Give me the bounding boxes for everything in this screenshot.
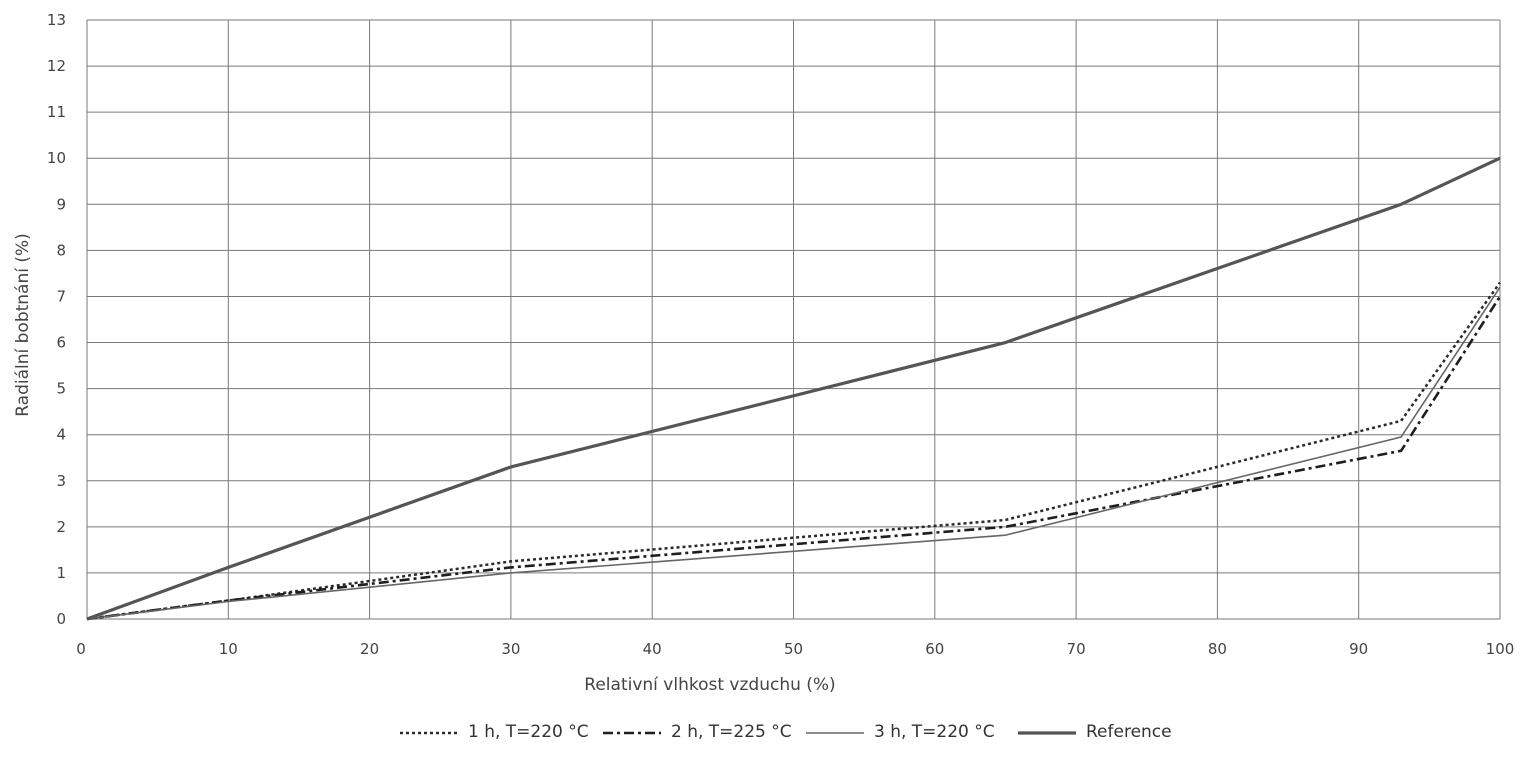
y-tick-label: 1 [56,564,66,582]
x-tick-label: 50 [784,640,803,658]
x-tick-label: 20 [360,640,379,658]
y-tick-label: 0 [56,610,66,628]
y-tick-label: 10 [47,149,66,167]
series-line-2 [86,295,1502,621]
x-tick-label: 100 [1486,640,1515,658]
x-tick-label: 90 [1349,640,1368,658]
x-tick-label: 60 [925,640,944,658]
y-tick-label: 11 [47,103,66,121]
legend-label-4: Reference [1086,722,1172,742]
y-tick-label: 7 [56,287,66,305]
legend-label-2: 2 h, T=225 °C [671,722,792,742]
y-tick-label: 4 [56,426,66,444]
legend-label-3: 3 h, T=220 °C [874,722,995,742]
series-line-4 [86,156,1501,621]
y-tick-label: 9 [56,195,66,213]
x-tick-label: 70 [1067,640,1086,658]
y-tick-label: 3 [56,472,66,490]
y-axis-title: Radiální bobtnání (%) [13,233,33,417]
y-tick-label: 6 [56,334,66,352]
x-tick-label: 0 [76,640,86,658]
x-tick-label: 80 [1208,640,1227,658]
x-axis-title: Relativní vlhkost vzduchu (%) [584,675,835,695]
legend-label-1: 1 h, T=220 °C [468,722,589,742]
x-tick-label: 10 [219,640,238,658]
y-tick-label: 13 [47,11,66,29]
y-tick-label: 5 [56,380,66,398]
y-tick-label: 12 [47,57,66,75]
x-tick-label: 30 [501,640,520,658]
y-tick-label: 2 [56,518,66,536]
series-lines [86,156,1502,621]
legend: 1 h, T=220 °C 2 h, T=225 °C 3 h, T=220 °C R… [400,722,1172,742]
y-tick-label: 8 [56,241,66,259]
x-axis-ticks: 0 10 20 30 40 50 60 70 80 90 100 [76,640,1514,658]
series-line-3 [86,286,1501,620]
grid [86,19,1501,620]
x-tick-label: 40 [643,640,662,658]
